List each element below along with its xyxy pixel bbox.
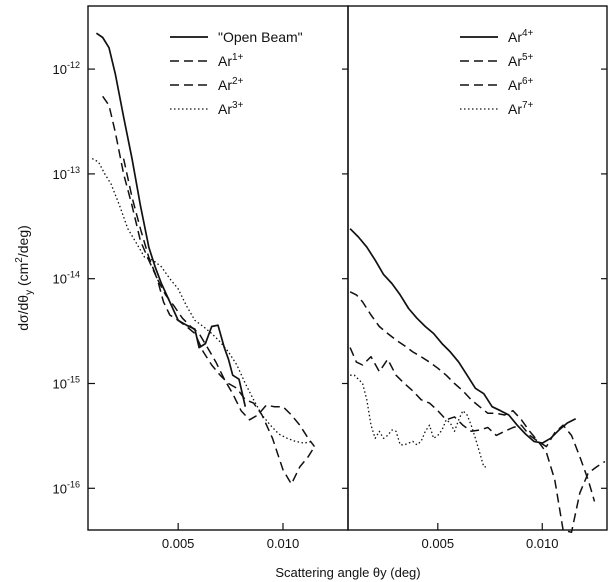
- x-tick-label: 0.005: [422, 536, 455, 551]
- y-tick-label: 10-14: [53, 270, 80, 287]
- y-tick-label: 10-16: [53, 479, 80, 496]
- legend-label: "Open Beam": [218, 29, 303, 45]
- series-line-ar7+: [350, 374, 488, 468]
- series-line-ar6+: [349, 347, 596, 502]
- y-tick-label: 10-12: [53, 60, 80, 77]
- series-line-ar1+: [102, 95, 316, 485]
- y-axis-label: dσ/dθy (cm2/deg): [14, 225, 35, 331]
- legend-1: Ar4+ Ar5+ Ar6+ Ar7+: [460, 28, 534, 117]
- series-line-ar3+: [91, 158, 313, 444]
- legend-label: Ar1+: [218, 52, 244, 69]
- x-tick-label: 0.010: [267, 536, 300, 551]
- y-tick-label: 10-13: [53, 165, 80, 182]
- legend-label: Ar7+: [508, 100, 534, 117]
- legend-0: "Open Beam" Ar1+ Ar2+ Ar3+: [170, 29, 303, 117]
- y-tick-label: 10-15: [53, 374, 80, 391]
- x-tick-label: 0.005: [162, 536, 195, 551]
- x-axis-label: Scattering angle θy (deg): [275, 565, 420, 580]
- series-line-ar2+: [122, 158, 316, 448]
- y-axis-ticks: 10-12 10-13 10-14 10-15 10-16: [53, 60, 95, 496]
- plot-frame-1: [347, 5, 608, 531]
- x-tick-label: 0.010: [526, 536, 559, 551]
- series-line-ar4+: [349, 228, 577, 444]
- legend-label: Ar5+: [508, 52, 534, 69]
- left-panel: "Open Beam" Ar1+ Ar2+ Ar3+: [87, 5, 349, 531]
- legend-label: Ar2+: [218, 76, 244, 93]
- series-line-ar5+: [349, 291, 606, 534]
- right-panel: Ar4+ Ar5+ Ar6+ Ar7+: [347, 5, 608, 534]
- legend-label: Ar6+: [508, 76, 534, 93]
- legend-label: Ar3+: [218, 100, 244, 117]
- legend-label: Ar4+: [508, 28, 534, 45]
- x-axis-ticks: 0.005 0.010 0.005 0.010: [162, 523, 559, 551]
